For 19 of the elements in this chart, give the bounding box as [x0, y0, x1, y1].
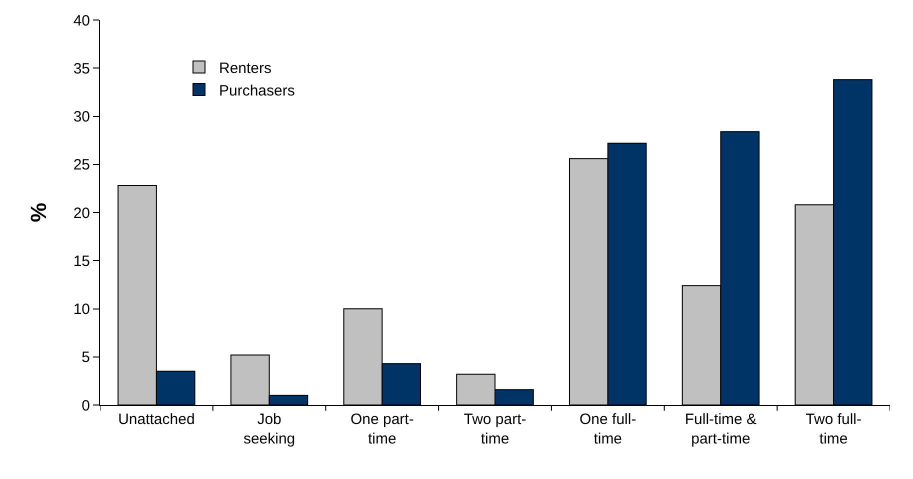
x-tick-label: Full-time & part-time — [684, 411, 757, 448]
x-tick-label: One part- time — [350, 411, 414, 448]
y-tick-label: 15 — [73, 252, 90, 270]
y-tick-label: 25 — [73, 156, 90, 174]
y-tick-label: 20 — [73, 204, 90, 222]
y-tick-label: 30 — [73, 108, 90, 126]
x-tick-label: Unattached — [118, 411, 195, 428]
y-axis-title: % — [26, 202, 52, 222]
legend-label: Purchasers — [219, 82, 295, 100]
y-tick-label: 10 — [73, 301, 90, 318]
x-tick-label: One full- time — [580, 411, 636, 448]
x-tick-label: Two part- time — [464, 411, 526, 448]
legend-label: Renters — [219, 60, 272, 77]
x-tick-label: Two full- time — [806, 411, 862, 448]
y-tick-label: 35 — [73, 60, 90, 78]
y-tick-label: 0 — [82, 397, 90, 414]
y-tick-label: 5 — [82, 349, 90, 366]
x-tick-label: Job seeking — [243, 411, 296, 448]
y-tick-label: 40 — [73, 12, 90, 30]
